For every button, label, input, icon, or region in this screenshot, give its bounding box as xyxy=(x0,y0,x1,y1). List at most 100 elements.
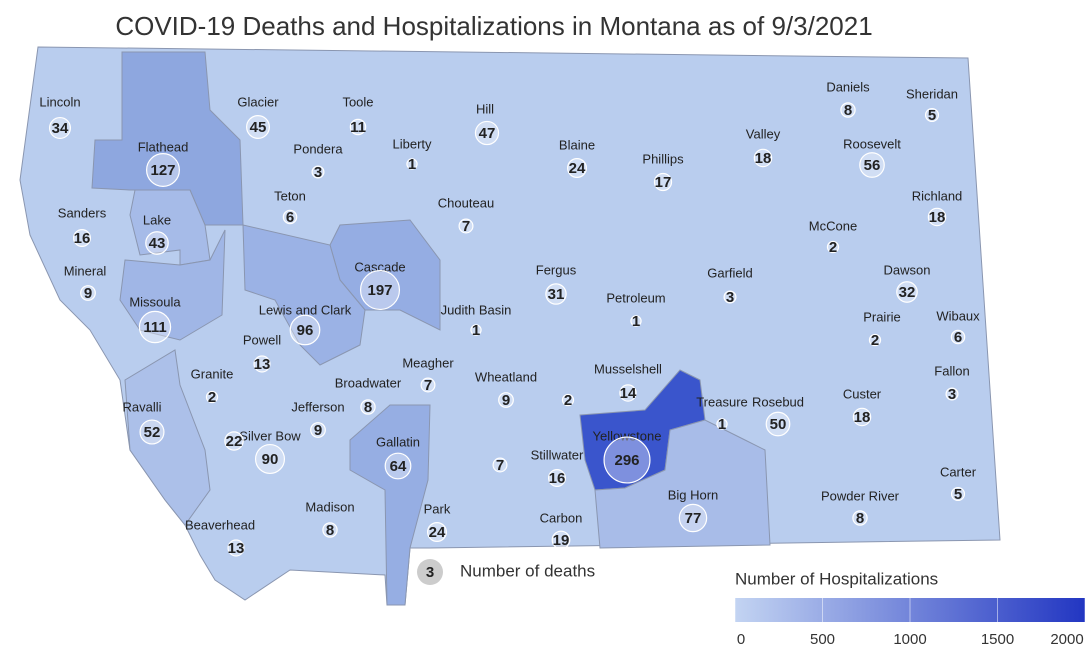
county-name: Jefferson xyxy=(291,399,344,414)
county-name: Lake xyxy=(143,212,171,227)
death-circle xyxy=(470,324,482,336)
death-circle xyxy=(630,315,642,327)
death-circle xyxy=(205,390,219,404)
county-name: Wheatland xyxy=(475,369,537,384)
county-name: Blaine xyxy=(559,137,595,152)
county-name: Flathead xyxy=(138,139,189,154)
death-circle xyxy=(826,240,840,254)
death-count: 64 xyxy=(390,458,407,475)
death-circle xyxy=(146,153,180,187)
death-circle xyxy=(653,172,673,192)
death-circle xyxy=(561,393,575,407)
death-count: 43 xyxy=(149,235,166,252)
death-circle xyxy=(254,443,286,475)
county-name: Fergus xyxy=(536,262,577,277)
death-count: 3 xyxy=(726,289,734,306)
county-name: Pondera xyxy=(293,141,343,156)
county-name: Treasure xyxy=(696,394,748,409)
death-count: 9 xyxy=(84,285,92,302)
county-name: Toole xyxy=(342,94,373,109)
county-name: Silver Bow xyxy=(239,428,301,443)
county-name: Chouteau xyxy=(438,195,494,210)
county-name: Dawson xyxy=(884,262,931,277)
county-name: Teton xyxy=(274,188,306,203)
death-count: 7 xyxy=(496,457,504,474)
death-count: 34 xyxy=(52,120,69,137)
death-count: 18 xyxy=(755,150,772,167)
county-name: Meagher xyxy=(402,355,454,370)
county-name: Madison xyxy=(305,499,354,514)
death-circle xyxy=(48,116,72,140)
death-count: 8 xyxy=(326,522,334,539)
death-count: 32 xyxy=(899,284,916,301)
death-count: 2 xyxy=(871,332,879,349)
death-count: 90 xyxy=(262,451,279,468)
county-name: Glacier xyxy=(237,94,279,109)
death-circle xyxy=(427,522,447,542)
death-circle xyxy=(545,283,567,305)
death-count: 52 xyxy=(144,424,161,441)
death-count: 8 xyxy=(844,102,852,119)
death-count: 13 xyxy=(254,356,271,373)
county-name: Mineral xyxy=(64,263,107,278)
death-circle xyxy=(840,102,856,118)
death-count: 18 xyxy=(854,409,871,426)
legend-label: Number of deaths xyxy=(460,561,595,580)
death-count: 16 xyxy=(549,470,566,487)
death-count: 45 xyxy=(250,119,267,136)
county-name: Park xyxy=(424,501,451,516)
county-name: Yellowstone xyxy=(593,428,662,443)
county-name: Fallon xyxy=(934,363,969,378)
death-circle xyxy=(603,436,651,484)
death-count: 2 xyxy=(564,392,572,409)
death-circle xyxy=(896,281,918,303)
county-name: Carbon xyxy=(540,510,583,525)
death-count: 13 xyxy=(228,540,245,557)
death-count: 2 xyxy=(208,389,216,406)
county-name: Lewis and Clark xyxy=(259,302,352,317)
colorbar-tick-label: 1000 xyxy=(893,631,926,648)
county-name: Missoula xyxy=(129,294,181,309)
death-count: 1 xyxy=(718,416,726,433)
death-circle xyxy=(384,452,412,480)
county-name: McCone xyxy=(809,218,857,233)
death-count: 1 xyxy=(472,322,480,339)
county-area xyxy=(594,419,771,549)
death-circle xyxy=(868,333,882,347)
death-count: 197 xyxy=(367,282,392,299)
death-circle xyxy=(498,392,514,408)
death-circle xyxy=(723,290,737,304)
death-count: 56 xyxy=(864,157,881,174)
county-name: Lincoln xyxy=(39,94,80,109)
death-count: 1 xyxy=(408,156,416,173)
death-circle xyxy=(80,285,96,301)
county-name: Custer xyxy=(843,386,882,401)
death-circle xyxy=(406,158,418,170)
death-count: 1 xyxy=(632,313,640,330)
county-name: Big Horn xyxy=(668,487,719,502)
death-count: 50 xyxy=(770,416,787,433)
death-circle xyxy=(138,310,172,344)
death-circle xyxy=(852,510,868,526)
death-circle xyxy=(349,118,367,136)
death-count: 127 xyxy=(150,162,175,179)
colorbar-tick-label: 1500 xyxy=(981,631,1014,648)
death-circle xyxy=(950,486,966,502)
county-name: Beaverhead xyxy=(185,517,255,532)
death-count: 96 xyxy=(297,322,314,339)
county-name: Musselshell xyxy=(594,361,662,376)
death-circle xyxy=(224,431,244,451)
county-name: Powell xyxy=(243,332,281,347)
county-area xyxy=(242,224,366,366)
death-circle xyxy=(852,407,872,427)
county-name: Judith Basin xyxy=(441,302,512,317)
colorbar-title: Number of Hospitalizations xyxy=(735,569,938,588)
death-circle xyxy=(310,422,326,438)
death-circle xyxy=(139,419,165,445)
legend-value: 3 xyxy=(426,564,434,581)
county-name: Daniels xyxy=(826,79,870,94)
death-circle xyxy=(859,152,885,178)
county-name: Powder River xyxy=(821,488,900,503)
death-count: 16 xyxy=(74,230,91,247)
death-circle xyxy=(551,530,571,550)
